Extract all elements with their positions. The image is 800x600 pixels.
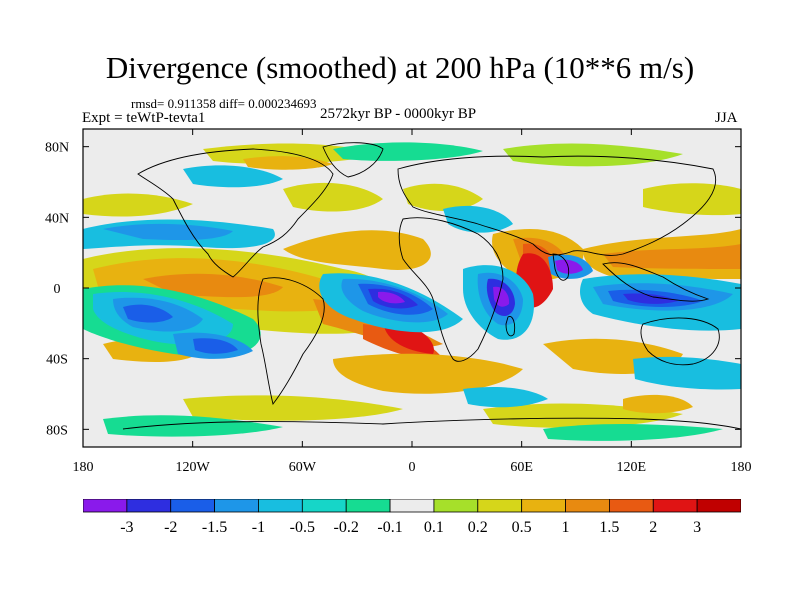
map-axes: 180 120W 60W 0 60E 120E 180 80N 40N 0 40S 80S	[45, 129, 752, 475]
colorbar-label: -0.2	[334, 519, 359, 536]
south-america-coast	[257, 277, 325, 406]
divergence-map: 180 120W 60W 0 60E 120E 180 80N 40N 0 40S 80S	[45, 128, 752, 475]
colorbar-label: -0.1	[377, 519, 402, 536]
colorbar-swatch	[652, 499, 698, 513]
southeast-asia-coast	[602, 262, 710, 302]
colorbar-swatch	[477, 499, 523, 513]
colorbar-label: -2	[164, 519, 177, 536]
colorbar-swatch	[609, 499, 654, 513]
colorbar-label: 1	[562, 519, 570, 536]
antarctica-coast	[122, 417, 741, 430]
experiment-label: Expt = teWtP-tevta1	[82, 110, 206, 126]
colorbar-swatch	[214, 499, 259, 513]
y-tick-label: 80S	[46, 423, 68, 438]
colorbar-swatch	[258, 499, 303, 513]
y-tick-label: 40S	[46, 353, 68, 368]
north-america-coast	[137, 148, 334, 278]
season-label: JJA	[715, 110, 738, 126]
y-tick-label: 0	[54, 282, 61, 297]
australia-coast	[640, 317, 720, 366]
colorbar-swatch	[345, 499, 391, 513]
colorbar-swatch	[521, 499, 566, 513]
colorbar-swatch	[433, 499, 479, 513]
eurasia-coast	[397, 155, 717, 256]
y-tick-label: 40N	[45, 211, 69, 226]
india-coast	[552, 253, 570, 281]
x-tick-label: 60W	[289, 460, 317, 475]
africa-coast	[398, 217, 504, 362]
madagascar-coast	[505, 316, 516, 337]
colorbar: -3 -2 -1.5 -1 -0.5 -0.2 -0.1 0.1 0.2 0.5 1 1.5 2 3	[83, 499, 741, 536]
colorbar-swatch	[696, 499, 741, 513]
x-tick-label: 0	[409, 460, 416, 475]
coastlines	[122, 142, 741, 430]
colorbar-swatch	[170, 499, 215, 513]
x-tick-label: 120W	[176, 460, 211, 475]
colorbar-label: 2	[649, 519, 657, 536]
colorbar-swatch	[301, 499, 347, 513]
colorbar-swatch	[83, 499, 128, 513]
colorbar-swatch	[126, 499, 172, 513]
x-tick-label: 180	[73, 460, 94, 475]
colorbar-label: 1.5	[599, 519, 619, 536]
stats-label: rmsd= 0.911358 diff= 0.000234693	[131, 96, 317, 111]
colorbar-label: 0.2	[468, 519, 488, 536]
colorbar-label: -3	[120, 519, 133, 536]
colorbar-swatch	[389, 499, 435, 513]
x-tick-label: 180	[731, 460, 752, 475]
chart-title: Divergence (smoothed) at 200 hPa (10**6 …	[105, 50, 695, 85]
y-tick-label: 80N	[45, 141, 69, 156]
colorbar-label: -1	[252, 519, 265, 536]
colorbar-label: -1.5	[202, 519, 227, 536]
x-tick-label: 60E	[510, 460, 533, 475]
colorbar-label: 3	[693, 519, 701, 536]
colorbar-label: 0.5	[512, 519, 532, 536]
period-label: 2572kyr BP - 0000kyr BP	[320, 106, 477, 122]
field-negative	[83, 142, 741, 441]
x-tick-label: 120E	[617, 460, 647, 475]
colorbar-label: -0.5	[290, 519, 315, 536]
field-positive	[83, 143, 741, 428]
colorbar-label: 0.1	[424, 519, 444, 536]
greenland-coast	[322, 142, 384, 178]
colorbar-swatch	[565, 499, 610, 513]
